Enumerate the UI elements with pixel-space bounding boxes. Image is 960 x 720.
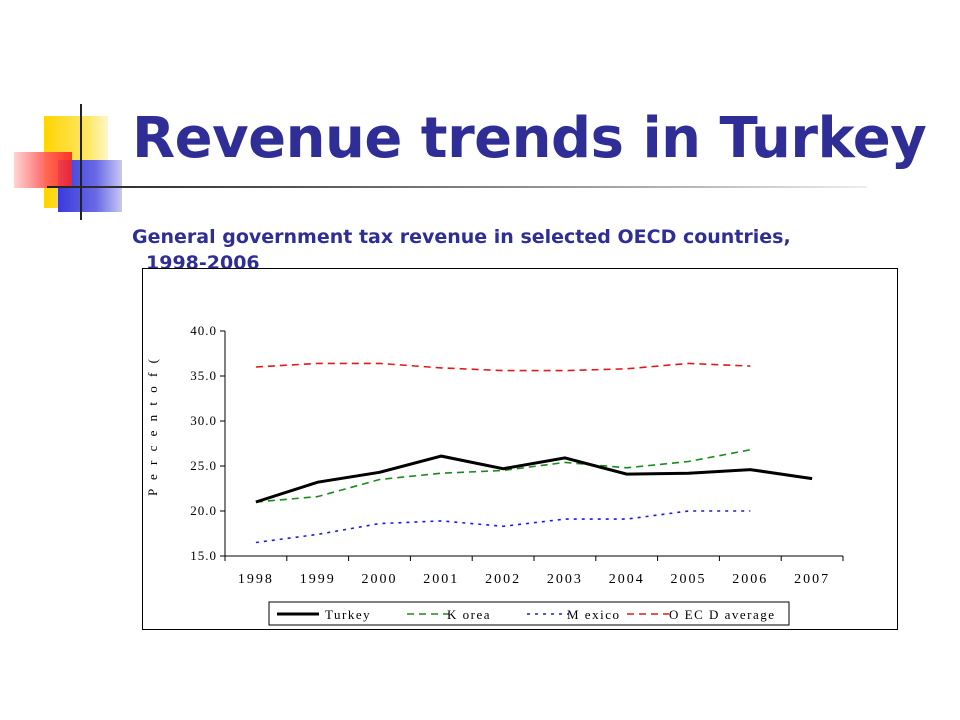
x-tick-label: 1999	[300, 572, 336, 587]
x-tick-label: 2007	[794, 572, 830, 587]
subtitle-line-1: General government tax revenue in select…	[132, 226, 791, 248]
decor-red-block	[14, 152, 72, 188]
x-tick-label: 2006	[732, 572, 768, 587]
y-tick-label: 15.0	[190, 548, 217, 563]
legend-label-oecd-average: O EC D average	[669, 607, 776, 622]
title-underline-rule	[47, 186, 867, 188]
legend-label-mexico: M exico	[567, 607, 620, 622]
x-tick-label: 2000	[362, 572, 398, 587]
y-tick-label: 30.0	[190, 413, 217, 428]
x-tick-label: 2001	[423, 572, 459, 587]
chart-frame: 15.0 20.0 25.0 30.0 35.0 40.0 1998 1999 2000 2001…	[142, 268, 898, 630]
y-axis-label: P e r c e n t o f (	[145, 356, 160, 496]
x-tick-label: 2002	[485, 572, 521, 587]
line-chart: 15.0 20.0 25.0 30.0 35.0 40.0 1998 1999 2000 2001…	[145, 323, 844, 626]
slide-title: Revenue trends in Turkey	[132, 106, 927, 171]
x-tick-label: 2004	[609, 572, 645, 587]
y-tick-label: 40.0	[190, 323, 217, 338]
y-tick-label: 20.0	[190, 503, 217, 518]
series-line-mexico	[255, 510, 751, 544]
series-line-korea	[255, 449, 751, 503]
y-tick-label: 35.0	[190, 368, 217, 383]
x-tick-label: 2005	[671, 572, 707, 587]
x-tick-label: 1998	[238, 572, 274, 587]
y-tick-label: 25.0	[190, 458, 217, 473]
legend-label-korea: K orea	[447, 607, 491, 622]
legend-label-turkey: Turkey	[325, 607, 371, 622]
decor-vertical-rule	[80, 104, 82, 220]
series-line-turkey	[255, 454, 813, 504]
x-tick-label: 2003	[547, 572, 583, 587]
series-line-oecd-average	[255, 362, 751, 372]
